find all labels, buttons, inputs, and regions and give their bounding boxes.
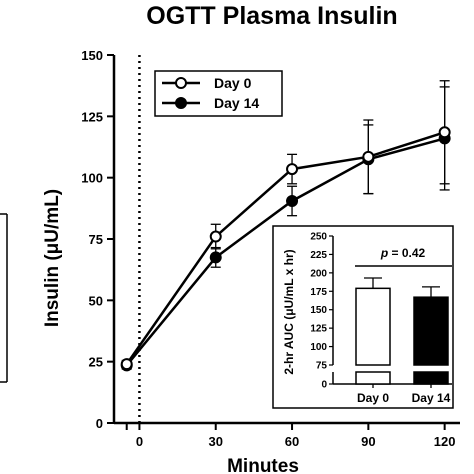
legend-box xyxy=(154,70,283,117)
data-point-day0 xyxy=(362,150,375,163)
data-point-day14 xyxy=(209,251,222,264)
inset-bar-day14 xyxy=(413,296,449,366)
p-value-annotation: p = 0.42 xyxy=(380,246,426,260)
auc-inset: 2-hr AUC (μU/mL x hr) 0 75 100 125 150 175 200… xyxy=(272,225,454,409)
data-point-day0 xyxy=(286,163,299,176)
data-point-day14 xyxy=(286,194,299,207)
x-axis-label: Minutes xyxy=(227,456,299,474)
inset-y-tick-label: 0 xyxy=(321,380,327,391)
inset-y-tick-label: 150 xyxy=(310,305,327,316)
inset-y-tick-label: 200 xyxy=(310,268,327,279)
data-point-day0 xyxy=(438,126,451,139)
inset-y-axis-label: 2-hr AUC (μU/mL x hr) xyxy=(282,249,296,374)
chart-title: OGTT Plasma Insulin xyxy=(146,2,397,30)
inset-y-tick-label: 250 xyxy=(310,232,327,243)
main-series xyxy=(120,80,451,372)
inset-bar-day0 xyxy=(355,287,391,366)
x-tick-label: 120 xyxy=(434,434,456,449)
inset-y-tick-label: 175 xyxy=(310,287,327,298)
inset-y-tick-label: 75 xyxy=(316,361,328,372)
x-tick-label: 60 xyxy=(285,434,299,449)
inset-axes: 0 75 100 125 150 175 200 225 250 xyxy=(310,232,452,391)
inset-y-tick-label: 225 xyxy=(310,250,327,261)
main-axes: 0 25 50 75 100 125 150 0 30 60 90 120 xyxy=(81,48,460,449)
inset-category-label: Day 0 xyxy=(357,391,389,405)
y-tick-label: 100 xyxy=(81,171,103,186)
legend-label-day14: Day 14 xyxy=(214,95,259,111)
legend-marker-day0 xyxy=(175,77,187,89)
data-point-day0 xyxy=(120,358,133,371)
inset-bars: Day 0 Day 14 xyxy=(355,277,451,405)
p-value-text: = 0.42 xyxy=(388,246,425,260)
inset-bar-base-day0 xyxy=(355,371,391,385)
inset-y-tick-label: 125 xyxy=(310,324,327,335)
y-axis-label: Insulin (μU/mL) xyxy=(42,189,63,327)
y-tick-label: 125 xyxy=(81,109,103,124)
legend: Day 0 Day 14 xyxy=(154,70,283,117)
x-tick-label: 0 xyxy=(136,434,143,449)
p-symbol: p xyxy=(380,246,388,260)
x-tick-label: 90 xyxy=(361,434,375,449)
y-tick-label: 25 xyxy=(89,355,103,370)
data-point-day0 xyxy=(209,230,222,243)
inset-bar-base-day14 xyxy=(413,371,449,385)
legend-label-day0: Day 0 xyxy=(214,75,252,91)
y-tick-label: 50 xyxy=(89,293,103,308)
y-tick-label: 150 xyxy=(81,48,103,63)
inset-category-label: Day 14 xyxy=(412,391,451,405)
inset-y-tick-label: 100 xyxy=(310,342,327,353)
y-tick-label: 75 xyxy=(89,232,103,247)
y-tick-label: 0 xyxy=(96,416,103,431)
legend-marker-day14 xyxy=(175,97,187,109)
x-tick-label: 30 xyxy=(209,434,223,449)
